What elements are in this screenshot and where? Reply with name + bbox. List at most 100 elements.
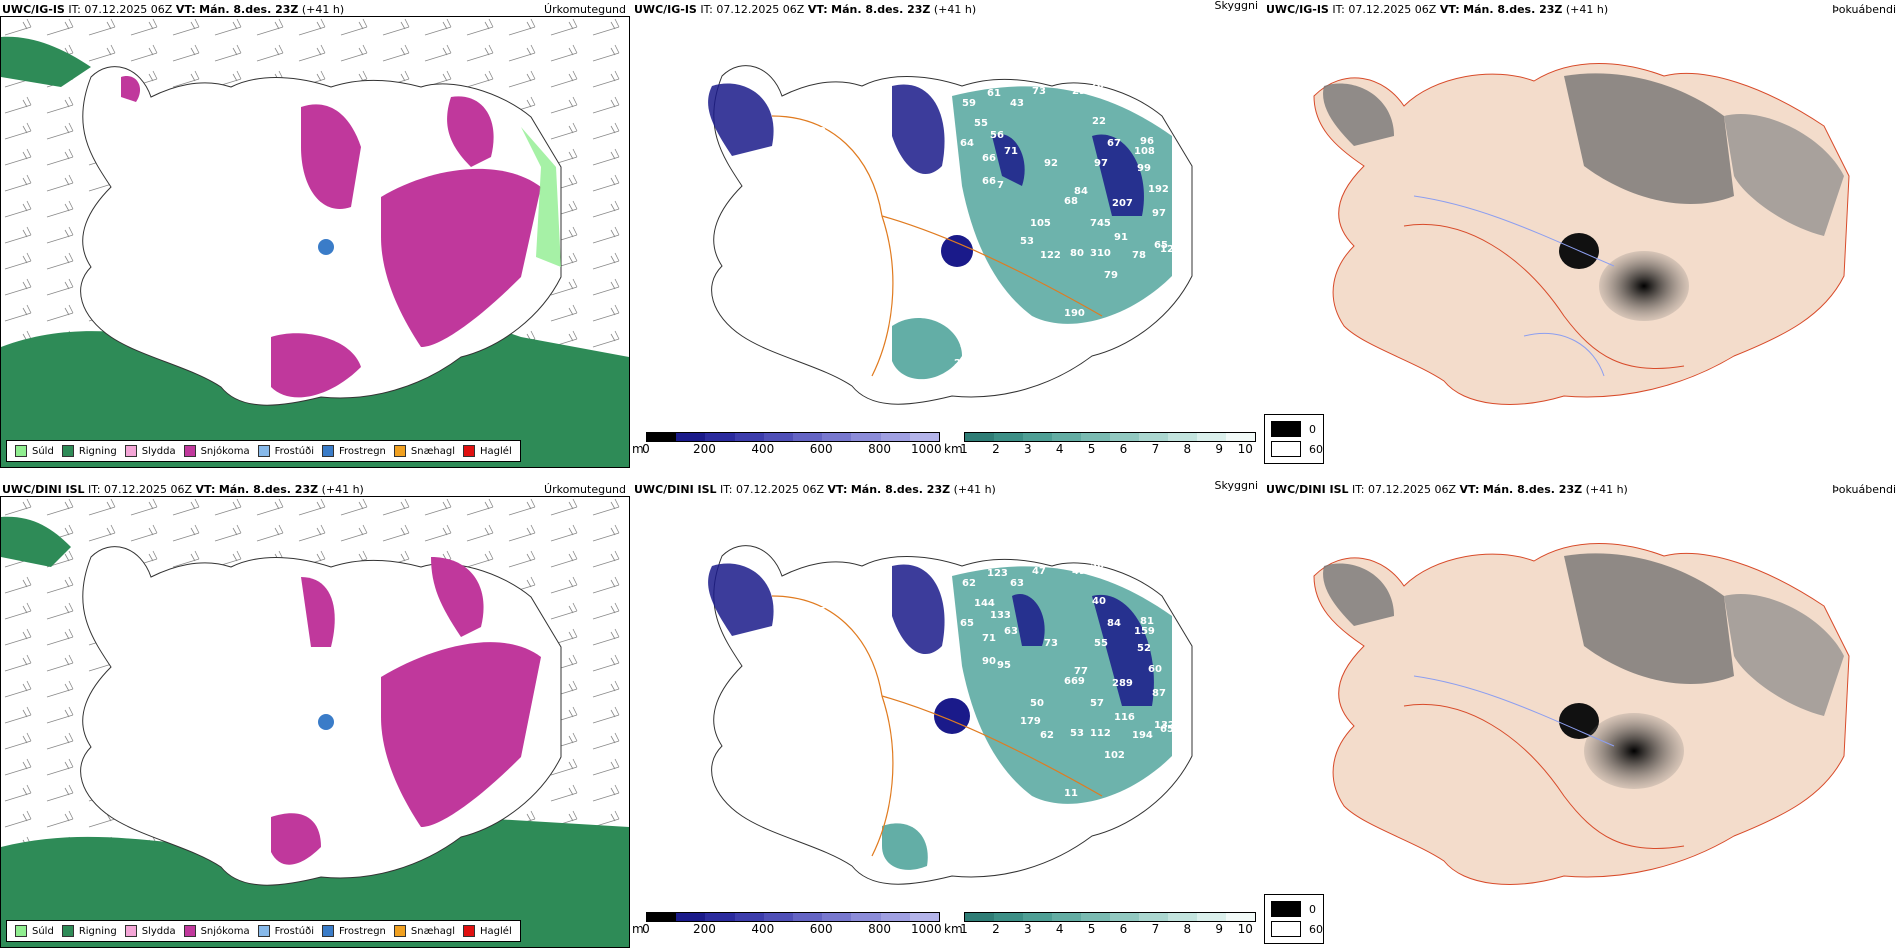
legend-swatch <box>61 925 74 937</box>
tick: 8 <box>1183 442 1192 456</box>
lead-time: (+41 h) <box>1585 483 1628 496</box>
visibility-value-label: 78 <box>1132 250 1146 261</box>
fog-swatch <box>1271 421 1301 437</box>
visibility-value-label: 133 <box>990 610 1011 621</box>
field-name: Skyggni <box>1214 480 1258 492</box>
vt-label: VT: <box>195 483 216 496</box>
it-value: 07.12.2025 06Z <box>1368 483 1457 496</box>
visibility-value-label: 55 <box>784 80 798 91</box>
visibility-value-label: 22 <box>1092 116 1106 127</box>
visibility-value-label: 61 <box>960 820 974 831</box>
field-name: Þokuábendi <box>1832 3 1896 16</box>
fog-legend-row: 0 <box>1271 901 1316 917</box>
visibility-value-label: 194 <box>1132 730 1153 741</box>
visibility-value-label: 95 <box>997 660 1011 671</box>
visibility-value-label: 179 <box>1020 716 1041 727</box>
tick: 4 <box>1055 442 1064 456</box>
legend-swatch <box>257 925 270 937</box>
field-name: Skyggni <box>1214 0 1258 12</box>
visibility-value-label: 77 <box>1074 666 1088 677</box>
visibility-value-label: 97 <box>1094 158 1108 169</box>
precip-map <box>0 496 630 948</box>
legend-item: Haglél <box>463 925 512 937</box>
lead-time: (+41 h) <box>933 3 977 16</box>
visibility-value-label: 43 <box>1010 98 1024 109</box>
visibility-value-label: 132 <box>1154 720 1175 731</box>
visibility-value-label: 473 <box>960 340 981 351</box>
visibility-value-label: 15 <box>988 376 1002 387</box>
visibility-value-label: 84 <box>1107 618 1121 629</box>
fog-swatch <box>1271 441 1301 457</box>
tick: 9 <box>1215 442 1224 456</box>
legend-swatch <box>61 445 74 457</box>
model-id: UWC/IG-IS <box>634 3 697 16</box>
tick: 3 <box>1023 922 1032 936</box>
fog-legend-row: 0 <box>1271 421 1316 437</box>
panel-header: UWC/IG-IS IT: 07.12.2025 06Z VT: Mán. 8.… <box>2 3 628 19</box>
visibility-value-label: 16 <box>860 100 874 111</box>
visibility-value-label: 745 <box>1090 218 1111 229</box>
visibility-value-label: 11 <box>1064 788 1078 799</box>
visibility-value-label: 211 <box>1077 326 1098 337</box>
tick: 800 <box>868 442 892 456</box>
legend-item: Frostúði <box>257 925 314 937</box>
visibility-value-label: 65 <box>1160 724 1174 735</box>
visibility-value-label: 669 <box>1064 676 1085 687</box>
tick: 2 <box>992 442 1000 456</box>
tick: 0 <box>642 442 650 456</box>
visibility-value-label: 64 <box>960 138 974 149</box>
fog-swatch <box>1271 921 1301 937</box>
tick: 3 <box>1023 442 1032 456</box>
visibility-value-label: 112 <box>1090 728 1111 739</box>
fog-map <box>1264 16 1894 468</box>
visibility-value-label: 84 <box>1074 186 1088 197</box>
visibility-value-label: 134 <box>954 838 975 849</box>
cloud-colorbar: km 1 2 3 4 5 6 7 8 9 10 <box>944 432 1262 456</box>
tick: 2 <box>992 922 1000 936</box>
cloud-ramp <box>964 432 1256 442</box>
it-value: 07.12.2025 06Z <box>736 483 825 496</box>
cloud-unit: km <box>944 442 963 456</box>
visibility-value-label: 68 <box>1064 196 1078 207</box>
tick: 200 <box>692 442 716 456</box>
visibility-value-label: 89 <box>812 126 826 137</box>
height-ticks: 0 200 400 600 800 1000 <box>642 442 941 456</box>
legend-item: Slydda <box>124 445 176 457</box>
precip-legend: Súld Rigning Slydda Snjókoma Frostúði Fr… <box>6 920 521 942</box>
it-label: IT: <box>720 483 733 496</box>
visibility-value-label: 116 <box>1114 712 1135 723</box>
legend-swatch <box>183 925 196 937</box>
legend-item: Haglél <box>463 445 512 457</box>
visibility-value-label: 190 <box>1064 308 1085 319</box>
legend-item: Rigning <box>61 925 117 937</box>
visibility-value-label: 87 <box>1152 688 1166 699</box>
fog-panel-top: UWC/IG-IS IT: 07.12.2025 06Z VT: Mán. 8.… <box>1264 0 1900 470</box>
visibility-value-label: 144 <box>974 598 995 609</box>
cloud-ticks: 1 2 3 4 5 6 7 8 9 10 <box>960 442 1254 456</box>
legend-swatch <box>322 445 334 457</box>
visibility-map: 55 64 61 89 16 59 61 43 73 55 56 29 20 176 64 66 71 22 67 9… <box>632 16 1262 468</box>
tick: 800 <box>868 922 892 936</box>
visibility-value-label: 56 <box>1090 560 1104 571</box>
fog-legend-row: 60 <box>1271 921 1323 937</box>
visibility-value-label: 40 <box>1092 596 1106 607</box>
visibility-value-label: 71 <box>1004 146 1018 157</box>
visibility-value-label: 55 <box>1094 638 1108 649</box>
tick: 400 <box>751 922 775 936</box>
visibility-panel-top: UWC/IG-IS IT: 07.12.2025 06Z VT: Mán. 8.… <box>632 0 1262 470</box>
it-value: 07.12.2025 06Z <box>84 3 173 16</box>
visibility-value-label: 90 <box>982 656 996 667</box>
visibility-map: 97 58 63 85 100 62 123 63 47 144 133 49 56 60 65 71 63 40… <box>632 496 1262 948</box>
visibility-value-label: 49 <box>1072 566 1086 577</box>
visibility-value-label: 47 <box>1032 566 1046 577</box>
vt-value: Mán. 8.des. 23Z <box>1482 483 1583 496</box>
visibility-value-label: 125 <box>984 823 1005 834</box>
visibility-value-label: 100 <box>860 580 881 591</box>
visibility-value-label: 66 <box>982 176 996 187</box>
panel-header: UWC/DINI ISL IT: 07.12.2025 06Z VT: Mán.… <box>2 483 628 499</box>
visibility-value-label: 52 <box>1137 643 1151 654</box>
visibility-value-label: 207 <box>1112 198 1133 209</box>
vt-label: VT: <box>175 3 196 16</box>
